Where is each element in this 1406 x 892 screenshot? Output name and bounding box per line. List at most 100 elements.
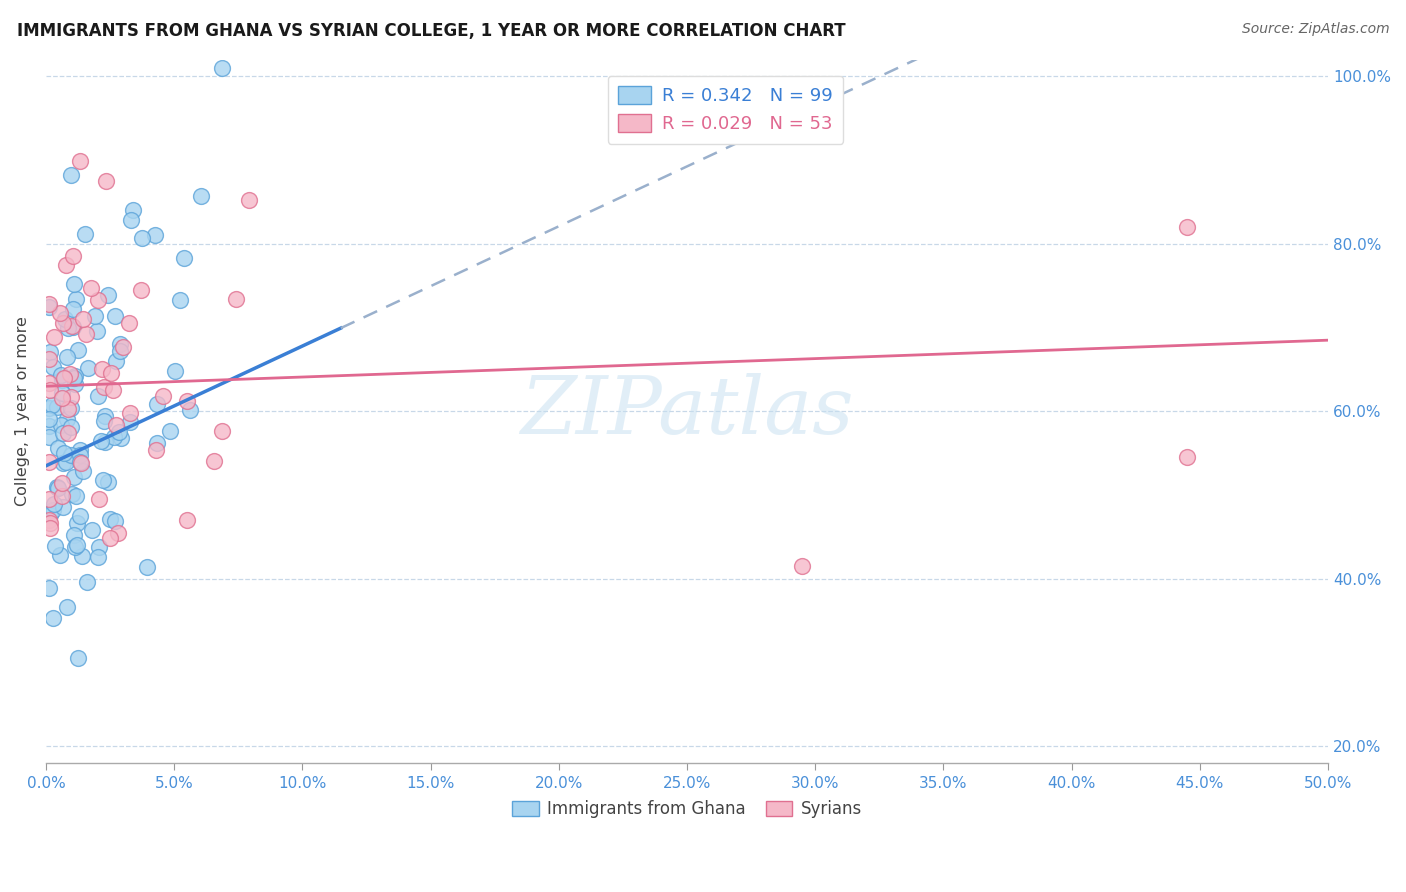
Point — [105, 418, 128, 433]
Point — [51, 475, 73, 490]
Point — [38, 430, 60, 444]
Point — [165, 364, 187, 378]
Point — [238, 193, 260, 207]
Point — [41, 502, 63, 516]
Point — [55, 455, 77, 469]
Point — [49, 549, 72, 563]
Point — [131, 230, 153, 244]
Point — [87, 491, 110, 506]
Point — [86, 324, 108, 338]
Point — [225, 292, 247, 306]
Point — [66, 538, 89, 552]
Point — [38, 508, 60, 522]
Point — [87, 389, 110, 403]
Point — [63, 368, 86, 383]
Point — [77, 360, 100, 375]
Legend: Immigrants from Ghana, Syrians: Immigrants from Ghana, Syrians — [505, 794, 869, 825]
Point — [87, 293, 110, 308]
Point — [62, 319, 84, 334]
Point — [169, 293, 191, 308]
Point — [63, 371, 86, 385]
Point — [211, 61, 233, 75]
Point — [60, 487, 83, 501]
Point — [159, 424, 181, 438]
Point — [56, 599, 79, 614]
Point — [135, 560, 157, 574]
Point — [1175, 450, 1198, 465]
Point — [38, 419, 60, 434]
Text: Source: ZipAtlas.com: Source: ZipAtlas.com — [1241, 22, 1389, 37]
Point — [56, 425, 79, 440]
Point — [179, 403, 201, 417]
Point — [52, 425, 75, 440]
Point — [146, 435, 169, 450]
Point — [93, 409, 115, 424]
Point — [38, 582, 60, 596]
Point — [60, 448, 83, 462]
Point — [55, 259, 77, 273]
Point — [51, 392, 73, 406]
Point — [98, 512, 121, 526]
Point — [145, 397, 167, 411]
Point — [120, 406, 142, 420]
Point — [51, 385, 73, 400]
Point — [80, 281, 103, 295]
Point — [87, 540, 110, 554]
Point — [55, 311, 77, 326]
Y-axis label: College, 1 year or more: College, 1 year or more — [15, 317, 30, 507]
Point — [39, 516, 62, 531]
Point — [75, 227, 97, 242]
Point — [65, 540, 87, 554]
Point — [69, 456, 91, 470]
Point — [792, 559, 814, 574]
Point — [62, 527, 84, 541]
Point — [120, 212, 142, 227]
Point — [59, 367, 82, 381]
Point — [66, 516, 89, 530]
Point — [65, 489, 87, 503]
Point — [87, 549, 110, 564]
Point — [46, 442, 69, 456]
Point — [118, 415, 141, 429]
Point — [59, 168, 82, 182]
Point — [91, 473, 114, 487]
Point — [76, 574, 98, 589]
Point — [91, 362, 114, 376]
Point — [67, 343, 90, 358]
Point — [176, 393, 198, 408]
Point — [69, 455, 91, 469]
Point — [51, 489, 73, 503]
Point — [59, 401, 82, 415]
Point — [104, 353, 127, 368]
Point — [75, 327, 97, 342]
Point — [56, 321, 79, 335]
Point — [59, 419, 82, 434]
Point — [56, 402, 79, 417]
Point — [94, 435, 117, 450]
Point — [65, 292, 87, 306]
Point — [108, 425, 131, 439]
Point — [44, 539, 66, 553]
Point — [63, 277, 86, 292]
Point — [52, 455, 75, 469]
Point — [53, 446, 76, 460]
Point — [53, 371, 76, 385]
Point — [104, 515, 127, 529]
Point — [69, 449, 91, 463]
Point — [118, 316, 141, 330]
Point — [72, 311, 94, 326]
Point — [38, 411, 60, 425]
Point — [93, 414, 115, 428]
Point — [59, 390, 82, 404]
Point — [51, 373, 73, 387]
Point — [98, 531, 121, 545]
Point — [38, 376, 60, 390]
Point — [38, 401, 60, 415]
Point — [56, 351, 79, 365]
Point — [69, 442, 91, 457]
Point — [176, 513, 198, 527]
Point — [101, 383, 124, 397]
Point — [90, 434, 112, 448]
Point — [93, 380, 115, 394]
Point — [41, 398, 63, 412]
